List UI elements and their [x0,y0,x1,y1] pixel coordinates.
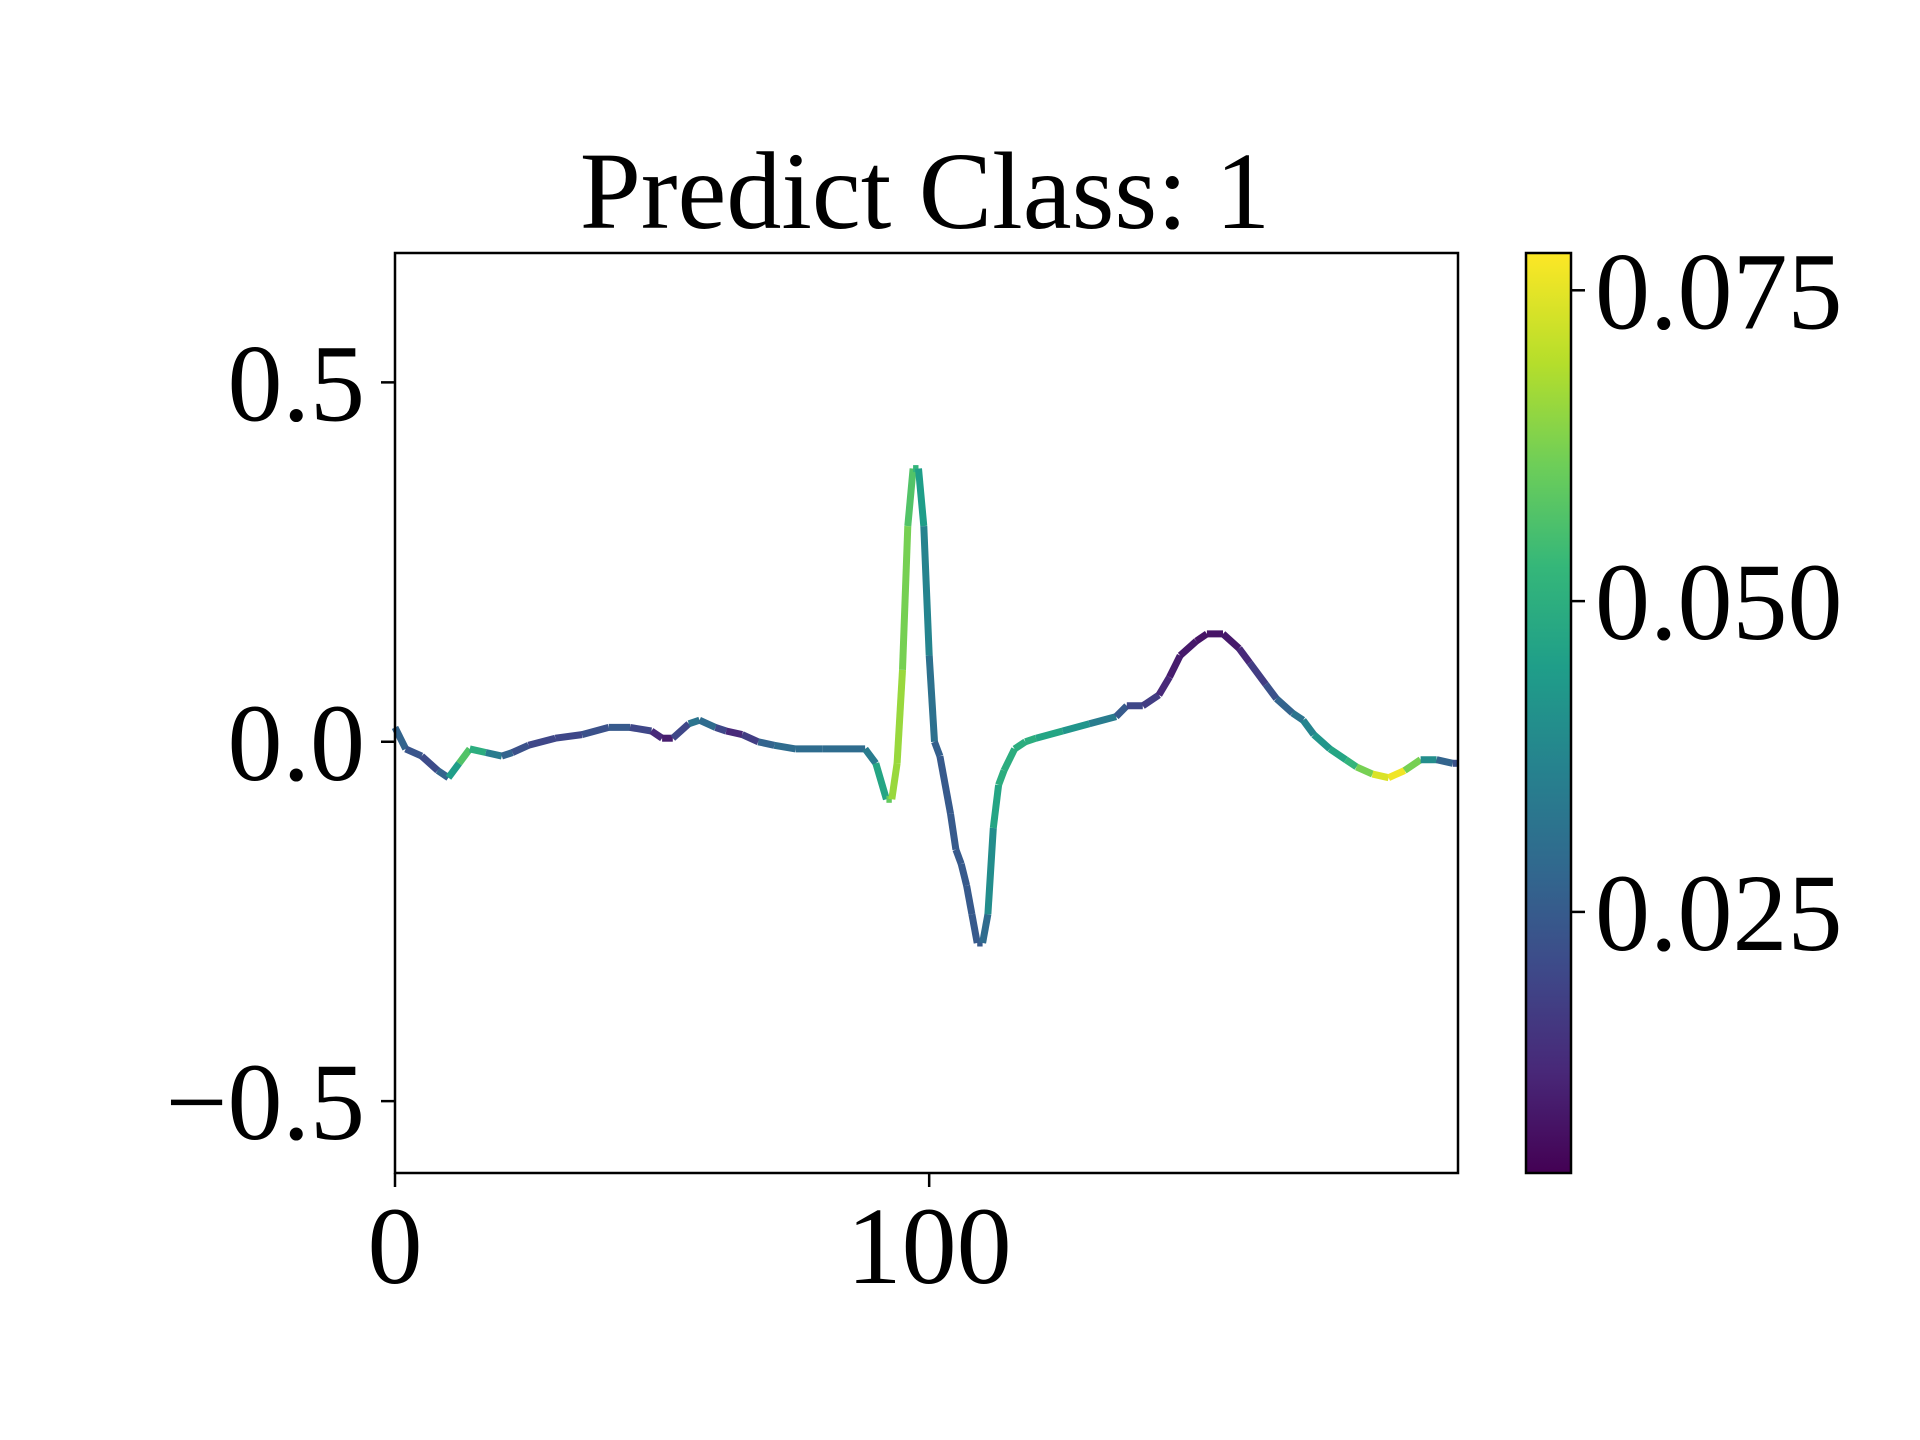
series-segment [1035,727,1064,742]
series-segment [419,753,441,774]
series-segment [1402,756,1423,774]
y-tick-label: 0.0 [228,682,366,804]
x-tick-label: 100 [847,1185,1012,1307]
series-line [391,465,1458,947]
chart-title: Predict Class: 1 [580,130,1271,252]
series-segment [725,727,743,739]
series-segment [1327,745,1348,763]
series-segment [979,913,992,944]
x-tick-label: 0 [368,1185,423,1307]
series-segment [1371,770,1390,782]
colorbar: 0.025 0.050 0.075 [1524,230,1843,1175]
series-segment [391,725,409,751]
series-segment [1166,653,1184,679]
series-segment [862,746,879,766]
series-segment [469,745,487,756]
colorbar-tick-label: 0.025 [1595,852,1843,974]
series-segment [1155,675,1173,697]
series-segment [1355,763,1374,778]
series-segment [995,769,1008,787]
series-segment [1177,638,1199,659]
series-segment [757,738,776,749]
series-segment [485,749,503,760]
series-segment [968,913,981,944]
series-segment [687,716,701,728]
series-segment [952,848,965,866]
series-segment [1262,682,1280,701]
series-segment [925,655,938,743]
series-segment [915,468,928,527]
series-segment [1061,720,1091,735]
plot-frame [393,251,1460,1175]
series-segment [698,717,717,731]
series-segment [456,746,473,766]
series-segment [1220,631,1242,651]
series-segment [511,742,530,756]
series-segment [1274,695,1295,716]
series-segment [581,724,610,738]
series-segment [1290,710,1306,724]
series-segment [904,468,917,527]
series-segment [963,884,976,915]
series-segment [1012,738,1028,752]
series-segment [649,728,665,742]
series-segment [893,669,906,764]
plot-area: 0 100 −0.5 0.0 0.5 [165,251,1460,1307]
series-segment [670,721,692,741]
series-segment [1000,747,1018,773]
series-segment [872,762,890,801]
y-tick-label: 0.5 [228,322,366,444]
series-segment [1311,731,1333,752]
series-segment [1088,713,1118,728]
x-axis: 0 100 [368,1173,1012,1307]
series-segment [527,734,557,749]
colorbar-tick-label: 0.050 [1595,541,1843,663]
series-segment [1194,631,1209,644]
series-segment [984,827,997,915]
y-tick-label: −0.5 [165,1041,365,1163]
series-segment [445,761,462,780]
series-segment [404,745,424,760]
series-segment [1024,734,1038,746]
colorbar-tick-label: 0.075 [1595,230,1843,352]
series-segment [1435,756,1454,767]
series-segment [1236,646,1253,665]
series-segment [899,525,912,671]
series-segment [888,762,901,800]
series-segment [773,741,797,753]
series-segment [435,767,451,781]
series-segment [947,813,960,851]
y-axis: −0.5 0.0 0.5 [165,322,395,1163]
series-segment [554,731,583,742]
series-segment [1246,660,1269,687]
series-segment [920,525,933,656]
series-segment [714,724,728,735]
series-segment [629,723,652,735]
series-segment [740,731,760,745]
series-segment [989,784,1003,829]
series-segment [931,740,944,758]
series-segment [500,749,514,760]
colorbar-ticks: 0.025 0.050 0.075 [1571,230,1843,974]
series-segment [1140,692,1161,709]
colorbar-gradient [1524,251,1573,1175]
series-segment [1387,767,1407,781]
series-segment [957,863,970,887]
series-segment [1343,756,1359,770]
series-segment [936,755,954,815]
series-segment [1113,703,1130,720]
series-segment [1300,718,1317,737]
